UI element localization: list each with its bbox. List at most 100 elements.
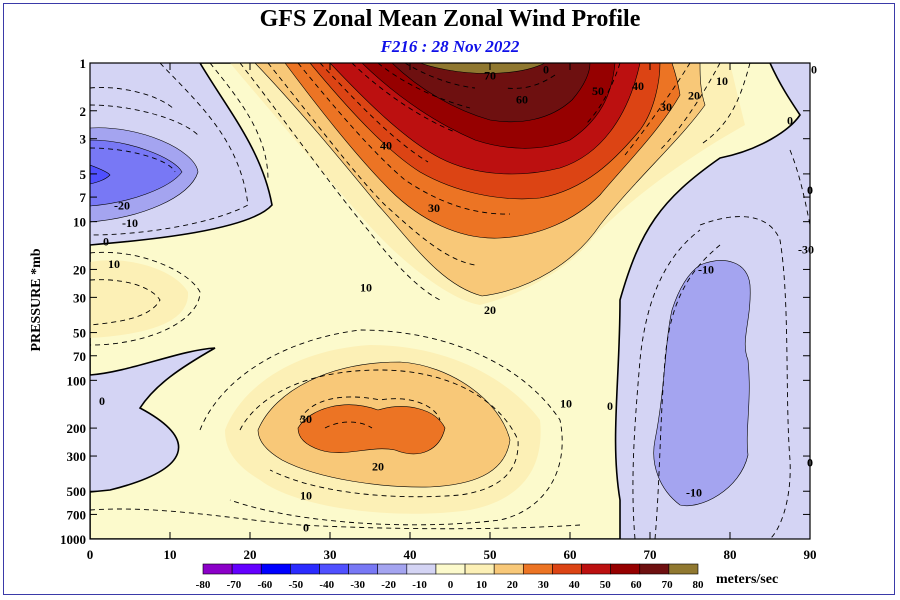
colorbar-label: 40	[569, 579, 581, 591]
y-tick-label: 10	[73, 215, 86, 230]
contour-label: 20	[372, 460, 384, 474]
contour-label: -30	[798, 243, 814, 257]
x-tick-label: 30	[324, 547, 337, 562]
y-axis-title: PRESSURE *mb	[29, 248, 44, 351]
contour-label: -20	[114, 198, 130, 212]
colorbar-label: -30	[350, 579, 365, 591]
x-tick-label: 50	[484, 547, 497, 562]
colorbar-swatch	[231, 563, 262, 575]
colorbar-swatch	[290, 563, 320, 575]
colorbar-swatch	[260, 563, 291, 575]
colorbar-label: -80	[196, 579, 211, 591]
contour-label: 70	[484, 69, 496, 83]
band-10-20-left	[90, 260, 189, 338]
contour-label: 0	[811, 63, 817, 77]
contour-label: 10	[300, 488, 312, 502]
colorbar-swatch	[552, 563, 582, 575]
contour-labels: 0 70 60 50 40 30 20 10 0 0 40 30 20 -20 -10 0 10 10 0 -10 -3…	[99, 63, 817, 535]
y-tick-label: 1	[80, 56, 87, 71]
x-tick-label: 10	[164, 547, 177, 562]
x-tick-label: 60	[564, 547, 577, 562]
x-tick-label: 80	[724, 547, 737, 562]
colorbar-units: meters/sec	[716, 572, 778, 587]
colorbar-label: 10	[476, 579, 488, 591]
y-tick-label: 700	[67, 507, 87, 522]
contour-label: 10	[108, 257, 120, 271]
colorbar-swatch	[377, 563, 408, 575]
contour-label: -10	[698, 262, 714, 276]
dashed-inner-contours	[299, 74, 556, 429]
colorbar-label: -50	[288, 579, 303, 591]
band-neg30-neg40-left	[90, 164, 111, 185]
colorbar-label: 70	[662, 579, 674, 591]
contour-label: 0	[103, 234, 109, 248]
x-tick-label: 0	[87, 547, 94, 562]
colorbar: -80 -70 -60 -50 -40 -30 -20 -10 0 10 20 30 40 50 60 70 8…	[196, 563, 705, 591]
chart-subtitle: F216 : 28 Nov 2022	[380, 37, 520, 56]
band-30-40-lower	[297, 404, 446, 455]
contour-label: 20	[688, 88, 700, 102]
colorbar-label: 20	[507, 579, 519, 591]
dashed-contours	[90, 63, 810, 539]
colorbar-label: 0	[448, 579, 454, 591]
colorbar-swatch	[202, 563, 233, 575]
band-neg10-neg20-right	[653, 260, 751, 507]
y-tick-label: 300	[67, 449, 87, 464]
colorbar-label: -10	[412, 579, 427, 591]
y-tick-label: 7	[80, 190, 87, 205]
colorbar-label: 80	[693, 579, 705, 591]
contour-label: 0	[543, 63, 549, 77]
y-tick-label: 5	[80, 167, 87, 182]
colorbar-swatch	[610, 563, 641, 575]
colorbar-swatch	[348, 563, 379, 575]
y-tick-label: 50	[73, 326, 86, 341]
contour-label: 0	[99, 394, 105, 408]
y-tick-label: 500	[67, 484, 87, 499]
contour-label: 30	[428, 201, 440, 215]
contour-label: 40	[632, 79, 644, 93]
plot-border	[89, 62, 811, 540]
contour-label: 30	[660, 100, 672, 114]
contour-label: 40	[380, 138, 392, 152]
y-tick-label: 20	[73, 262, 86, 277]
colorbar-label: -70	[227, 579, 242, 591]
x-axis: 0 10 20 30 40 50 60 70 80 90	[87, 63, 817, 562]
contour-label: 10	[716, 74, 728, 88]
contour-label: -10	[686, 486, 702, 500]
x-tick-label: 20	[244, 547, 257, 562]
contour-label: 0	[807, 456, 813, 470]
colorbar-swatch	[639, 563, 670, 575]
contour-label: 20	[484, 303, 496, 317]
colorbar-swatch	[522, 563, 553, 575]
colorbar-label: -20	[381, 579, 396, 591]
contour-label: 10	[560, 397, 572, 411]
x-tick-label: 90	[804, 547, 817, 562]
colorbar-swatch	[668, 563, 699, 575]
y-tick-label: 2	[80, 104, 87, 119]
colorbar-swatch	[435, 563, 466, 575]
band-80-plus	[419, 63, 546, 74]
colorbar-swatch	[493, 563, 524, 575]
contour-label: 60	[516, 93, 528, 107]
contour-label: 0	[607, 399, 613, 413]
contour-label: 0	[807, 183, 813, 197]
contour-label: 10	[360, 281, 372, 295]
colorbar-label: 50	[600, 579, 612, 591]
band-neg20-neg30-left	[90, 139, 183, 207]
plot-area	[90, 63, 810, 539]
colorbar-label: 30	[538, 579, 550, 591]
figure-frame	[3, 3, 895, 595]
colorbar-swatch	[581, 563, 611, 575]
contour-label: 50	[592, 84, 604, 98]
contour-label: -10	[122, 216, 138, 230]
colorbar-label: -60	[258, 579, 273, 591]
colorbar-label: 60	[631, 579, 643, 591]
colorbar-label: -40	[319, 579, 334, 591]
y-tick-label: 3	[80, 132, 87, 147]
contour-label: 0	[787, 113, 793, 127]
y-tick-label: 30	[73, 290, 86, 305]
y-tick-label: 100	[67, 373, 87, 388]
y-tick-label: 70	[73, 349, 86, 364]
